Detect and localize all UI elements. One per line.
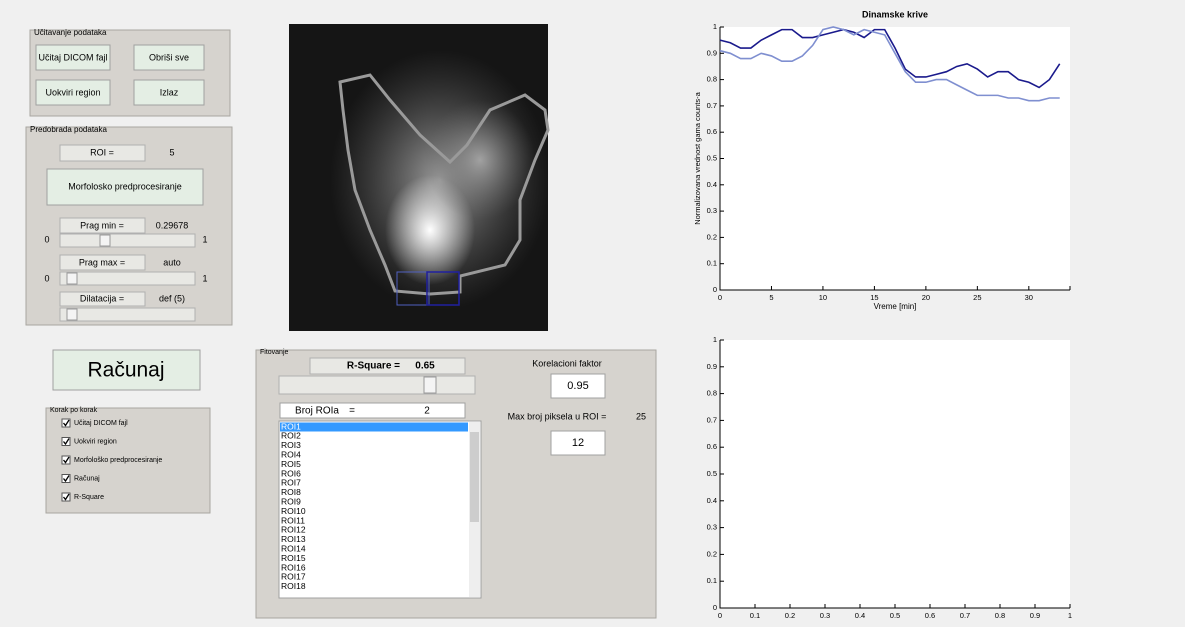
- x-tick-label: 0.8: [995, 611, 1005, 620]
- x-tick-label: 15: [870, 293, 878, 302]
- y-tick-label: 1: [713, 22, 717, 31]
- slider-thumb[interactable]: [100, 235, 110, 246]
- y-tick-label: 0: [713, 285, 717, 294]
- slider[interactable]: [279, 376, 475, 394]
- y-tick-label: 0.3: [707, 523, 717, 532]
- y-tick-label: 0.8: [707, 75, 717, 84]
- slider-max: 1: [202, 234, 207, 244]
- label: Prag min =: [80, 220, 124, 230]
- checkbox-label[interactable]: Učitaj DICOM fajl: [74, 420, 128, 427]
- value: 2: [424, 406, 430, 417]
- y-tick-label: 1: [713, 335, 717, 344]
- value: 25: [636, 411, 646, 421]
- chart-title: Dinamske krive: [862, 9, 928, 19]
- x-tick-label: 0.2: [785, 611, 795, 620]
- x-tick-label: 0.7: [960, 611, 970, 620]
- x-tick-label: 5: [769, 293, 773, 302]
- checkbox-label[interactable]: R-Square: [74, 494, 104, 501]
- panel-title: Učitavanje podataka: [34, 28, 107, 37]
- value: 5: [169, 147, 174, 157]
- x-tick-label: 1: [1068, 611, 1072, 620]
- label: Dilatacija =: [80, 293, 124, 303]
- x-tick-label: 0.9: [1030, 611, 1040, 620]
- y-tick-label: 0.2: [707, 232, 717, 241]
- scrollbar-thumb[interactable]: [470, 432, 479, 522]
- y-tick-label: 0: [713, 603, 717, 612]
- plot-area: [720, 340, 1070, 608]
- slider[interactable]: [60, 308, 195, 321]
- slider[interactable]: [60, 234, 195, 247]
- slider-min: 0: [44, 273, 49, 283]
- label: R-Square =: [347, 361, 400, 372]
- slider-max: 1: [202, 273, 207, 283]
- label: =: [349, 406, 355, 417]
- y-tick-label: 0.9: [707, 362, 717, 371]
- checkbox-label[interactable]: Uokviri region: [74, 438, 117, 445]
- panel-title: Predobrada podataka: [30, 125, 108, 134]
- x-tick-label: 25: [973, 293, 981, 302]
- y-tick-label: 0.4: [707, 496, 717, 505]
- list-selection: [280, 423, 468, 432]
- checkbox-label[interactable]: Morfološko predprocesiranje: [74, 457, 162, 464]
- y-tick-label: 0.9: [707, 48, 717, 57]
- panel-title: Korak po korak: [50, 407, 98, 414]
- x-axis-label: Vreme [min]: [874, 302, 917, 311]
- y-tick-label: 0.7: [707, 101, 717, 110]
- y-axis-label: Normalizovana vrednost gama counts-a: [693, 91, 702, 224]
- y-tick-label: 0.1: [707, 576, 717, 585]
- value: def (5): [159, 293, 185, 303]
- input-value[interactable]: 0.95: [567, 380, 588, 392]
- x-tick-label: 0.1: [750, 611, 760, 620]
- x-tick-label: 0.4: [855, 611, 865, 620]
- slider-min: 0: [44, 234, 49, 244]
- plot-area: [720, 27, 1070, 290]
- button-label[interactable]: Obriši sve: [149, 52, 189, 62]
- x-tick-label: 0.3: [820, 611, 830, 620]
- x-tick-label: 30: [1025, 293, 1033, 302]
- label: Prag max =: [79, 257, 125, 267]
- y-tick-label: 0.4: [707, 180, 717, 189]
- x-tick-label: 20: [922, 293, 930, 302]
- listbox[interactable]: [279, 421, 481, 598]
- y-tick-label: 0.5: [707, 469, 717, 478]
- x-tick-label: 0: [718, 293, 722, 302]
- y-tick-label: 0.2: [707, 549, 717, 558]
- value: 0.29678: [156, 220, 189, 230]
- button-label[interactable]: Učitaj DICOM fajl: [38, 52, 107, 62]
- value: 0.65: [415, 361, 435, 372]
- y-tick-label: 0.1: [707, 259, 717, 268]
- slider-thumb[interactable]: [67, 273, 77, 284]
- y-tick-label: 0.7: [707, 415, 717, 424]
- app-window: Učitavanje podataka Učitaj DICOM fajl Ob…: [0, 0, 1185, 627]
- button-label[interactable]: Računaj: [87, 359, 164, 382]
- label: Broj ROIa: [295, 406, 339, 417]
- y-tick-label: 0.3: [707, 206, 717, 215]
- x-tick-label: 0.6: [925, 611, 935, 620]
- panel-title: Fitovanje: [260, 349, 289, 356]
- y-tick-label: 0.5: [707, 153, 717, 162]
- label: ROI =: [90, 147, 114, 157]
- y-tick-label: 0.6: [707, 127, 717, 136]
- button-label[interactable]: Morfolosko predprocesiranje: [68, 181, 182, 191]
- y-tick-label: 0.6: [707, 442, 717, 451]
- checkbox-label[interactable]: Računaj: [74, 475, 100, 482]
- x-tick-label: 0.5: [890, 611, 900, 620]
- y-tick-label: 0.8: [707, 389, 717, 398]
- button-label[interactable]: Izlaz: [160, 87, 179, 97]
- label: Max broj piksela u ROI =: [508, 411, 607, 421]
- button-label[interactable]: Uokviri region: [45, 87, 100, 97]
- slider[interactable]: [60, 272, 195, 285]
- list-item[interactable]: ROI18: [281, 581, 306, 591]
- label: Korelacioni faktor: [532, 358, 602, 368]
- x-tick-label: 10: [819, 293, 827, 302]
- value: auto: [163, 257, 181, 267]
- slider-thumb[interactable]: [424, 377, 436, 393]
- slider-thumb[interactable]: [67, 309, 77, 320]
- input-value[interactable]: 12: [572, 437, 584, 449]
- x-tick-label: 0: [718, 611, 722, 620]
